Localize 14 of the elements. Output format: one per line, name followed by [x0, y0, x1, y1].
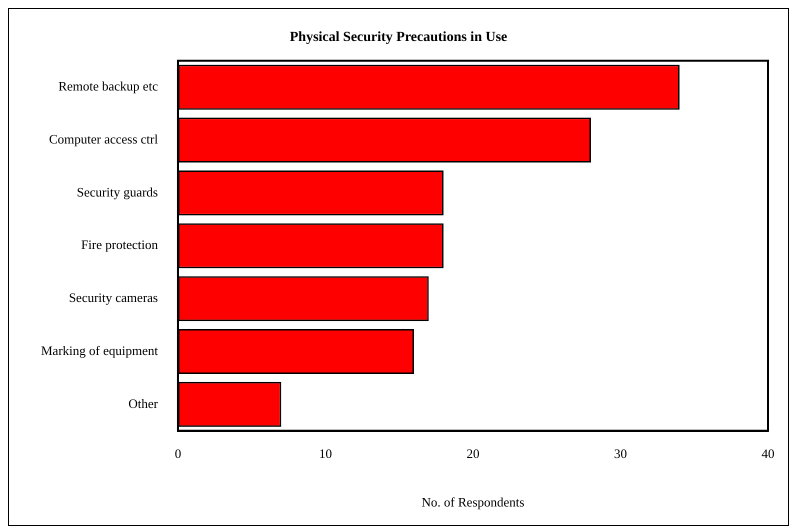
x-tick-label: 40 — [762, 446, 774, 462]
y-tick-label: Marking of equipment — [40, 342, 158, 358]
x-tick-label: 10 — [318, 446, 332, 462]
y-tick-label: Security guards — [76, 184, 158, 200]
chart-title: Physical Security Precautions in Use — [290, 30, 508, 46]
y-tick-label: Security cameras — [68, 290, 158, 306]
y-tick-label: Computer access ctrl — [48, 132, 158, 147]
x-tick-label: 30 — [614, 446, 627, 462]
y-tick-label: Remote backup etc — [58, 78, 158, 94]
x-axis-title: No. of Respondents — [422, 494, 524, 510]
y-tick-label: Other — [128, 396, 159, 411]
x-tick-label: 20 — [466, 446, 480, 462]
y-tick-label: Fire protection — [81, 237, 158, 252]
x-tick-label: 0 — [174, 446, 182, 462]
